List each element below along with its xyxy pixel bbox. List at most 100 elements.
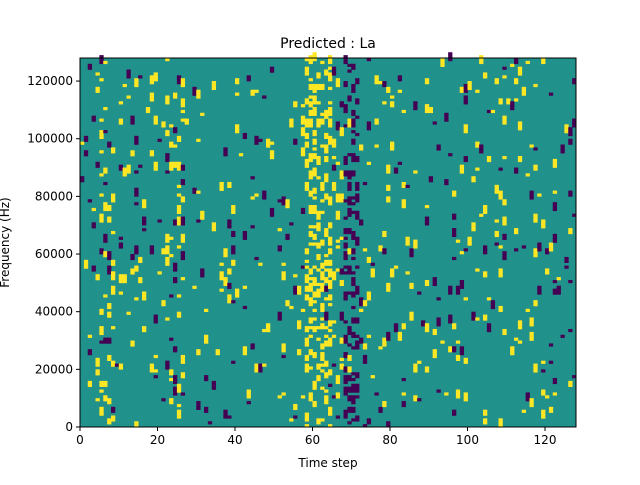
heatmap-cell xyxy=(91,222,96,229)
heatmap-cell xyxy=(254,89,259,93)
heatmap-cell xyxy=(324,132,329,140)
heatmap-cell xyxy=(153,115,158,125)
heatmap-cell xyxy=(366,58,372,62)
heatmap-cell xyxy=(184,118,189,125)
heatmap-cell xyxy=(180,118,186,122)
heatmap-cell xyxy=(180,109,186,114)
heatmap-cell xyxy=(331,363,337,367)
heatmap-cell xyxy=(180,251,186,261)
heatmap-cell xyxy=(304,58,310,62)
heatmap-cell xyxy=(308,349,313,356)
heatmap-cell xyxy=(370,375,375,379)
heatmap-cell xyxy=(250,176,255,180)
heatmap-cell xyxy=(269,66,275,73)
heatmap-cell xyxy=(452,346,457,353)
heatmap-cell xyxy=(386,421,391,428)
heatmap-cell xyxy=(316,375,321,382)
heatmap-cell xyxy=(277,311,282,321)
heatmap-cell xyxy=(304,412,310,422)
heatmap-cell xyxy=(316,337,321,341)
heatmap-cell xyxy=(107,303,112,310)
heatmap-cell xyxy=(355,317,360,324)
heatmap-cell xyxy=(80,176,85,183)
heatmap-cell xyxy=(324,69,329,76)
heatmap-cell xyxy=(529,317,534,327)
heatmap-cell xyxy=(362,343,368,350)
heatmap-cell xyxy=(176,383,182,393)
heatmap-cell xyxy=(103,294,108,298)
heatmap-cell xyxy=(238,153,244,157)
heatmap-cell xyxy=(355,334,360,338)
heatmap-cell xyxy=(281,392,286,396)
heatmap-cell xyxy=(308,317,313,324)
heatmap-cell xyxy=(161,121,166,128)
heatmap-cell xyxy=(390,95,395,99)
heatmap-cell xyxy=(242,305,248,310)
heatmap-cell xyxy=(320,323,325,330)
heatmap-cell xyxy=(138,277,143,284)
heatmap-cell xyxy=(502,251,507,261)
heatmap-cell xyxy=(312,277,317,287)
heatmap-cell xyxy=(304,181,310,191)
heatmap-cell xyxy=(180,372,186,379)
heatmap-cell xyxy=(328,303,333,307)
heatmap-cell xyxy=(463,248,468,252)
heatmap-cell xyxy=(463,297,468,301)
heatmap-cell xyxy=(231,300,236,304)
heatmap-cell xyxy=(537,193,542,197)
heatmap-cell xyxy=(320,386,325,390)
heatmap-cell xyxy=(405,184,410,189)
heatmap-cell xyxy=(324,268,329,272)
heatmap-cell xyxy=(111,230,116,235)
heatmap-cell xyxy=(118,242,124,249)
heatmap-cell xyxy=(436,144,441,151)
heatmap-cell xyxy=(517,66,523,76)
heatmap-cell xyxy=(242,346,248,356)
heatmap-cell xyxy=(293,138,298,145)
heatmap-cell xyxy=(401,401,406,408)
heatmap-cell xyxy=(386,331,391,341)
heatmap-cell xyxy=(262,363,267,367)
heatmap-cell xyxy=(517,340,523,344)
heatmap-cell xyxy=(316,83,321,91)
heatmap-cell xyxy=(324,297,329,301)
heatmap-cell xyxy=(173,219,178,226)
heatmap-cell xyxy=(347,326,352,336)
heatmap-cell xyxy=(355,98,360,105)
heatmap-cell xyxy=(343,265,348,269)
heatmap-cell xyxy=(494,78,499,85)
heatmap-cell xyxy=(161,398,166,402)
heatmap-cell xyxy=(215,349,220,356)
heatmap-cell xyxy=(343,156,348,165)
heatmap-cell xyxy=(111,406,116,413)
heatmap-cell xyxy=(316,418,321,425)
heatmap-cell xyxy=(300,207,306,214)
y-tick-label: 0 xyxy=(65,420,73,434)
heatmap-cell xyxy=(250,343,255,350)
heatmap-cell xyxy=(343,375,348,385)
heatmap-cell xyxy=(444,112,449,122)
heatmap-cell xyxy=(397,75,403,82)
heatmap-cell xyxy=(548,360,554,364)
heatmap-cell xyxy=(541,389,546,396)
heatmap-cell xyxy=(99,193,104,197)
heatmap-cell xyxy=(99,150,104,154)
heatmap-cell xyxy=(277,395,282,399)
heatmap-cell xyxy=(99,340,104,344)
heatmap-cell xyxy=(514,337,519,341)
heatmap-cell xyxy=(204,375,209,382)
heatmap-cell xyxy=(498,98,503,105)
heatmap-cell xyxy=(502,328,507,336)
heatmap-cell xyxy=(483,72,488,79)
heatmap-cell xyxy=(281,262,286,266)
heatmap-cell xyxy=(281,343,286,353)
heatmap-cell xyxy=(424,78,430,85)
heatmap-cell xyxy=(452,228,457,238)
heatmap-cell xyxy=(235,288,240,298)
heatmap-cell xyxy=(347,366,352,373)
heatmap-cell xyxy=(196,190,201,194)
heatmap-cell xyxy=(289,305,294,310)
heatmap-cell xyxy=(204,406,209,413)
heatmap-cell xyxy=(227,219,232,229)
